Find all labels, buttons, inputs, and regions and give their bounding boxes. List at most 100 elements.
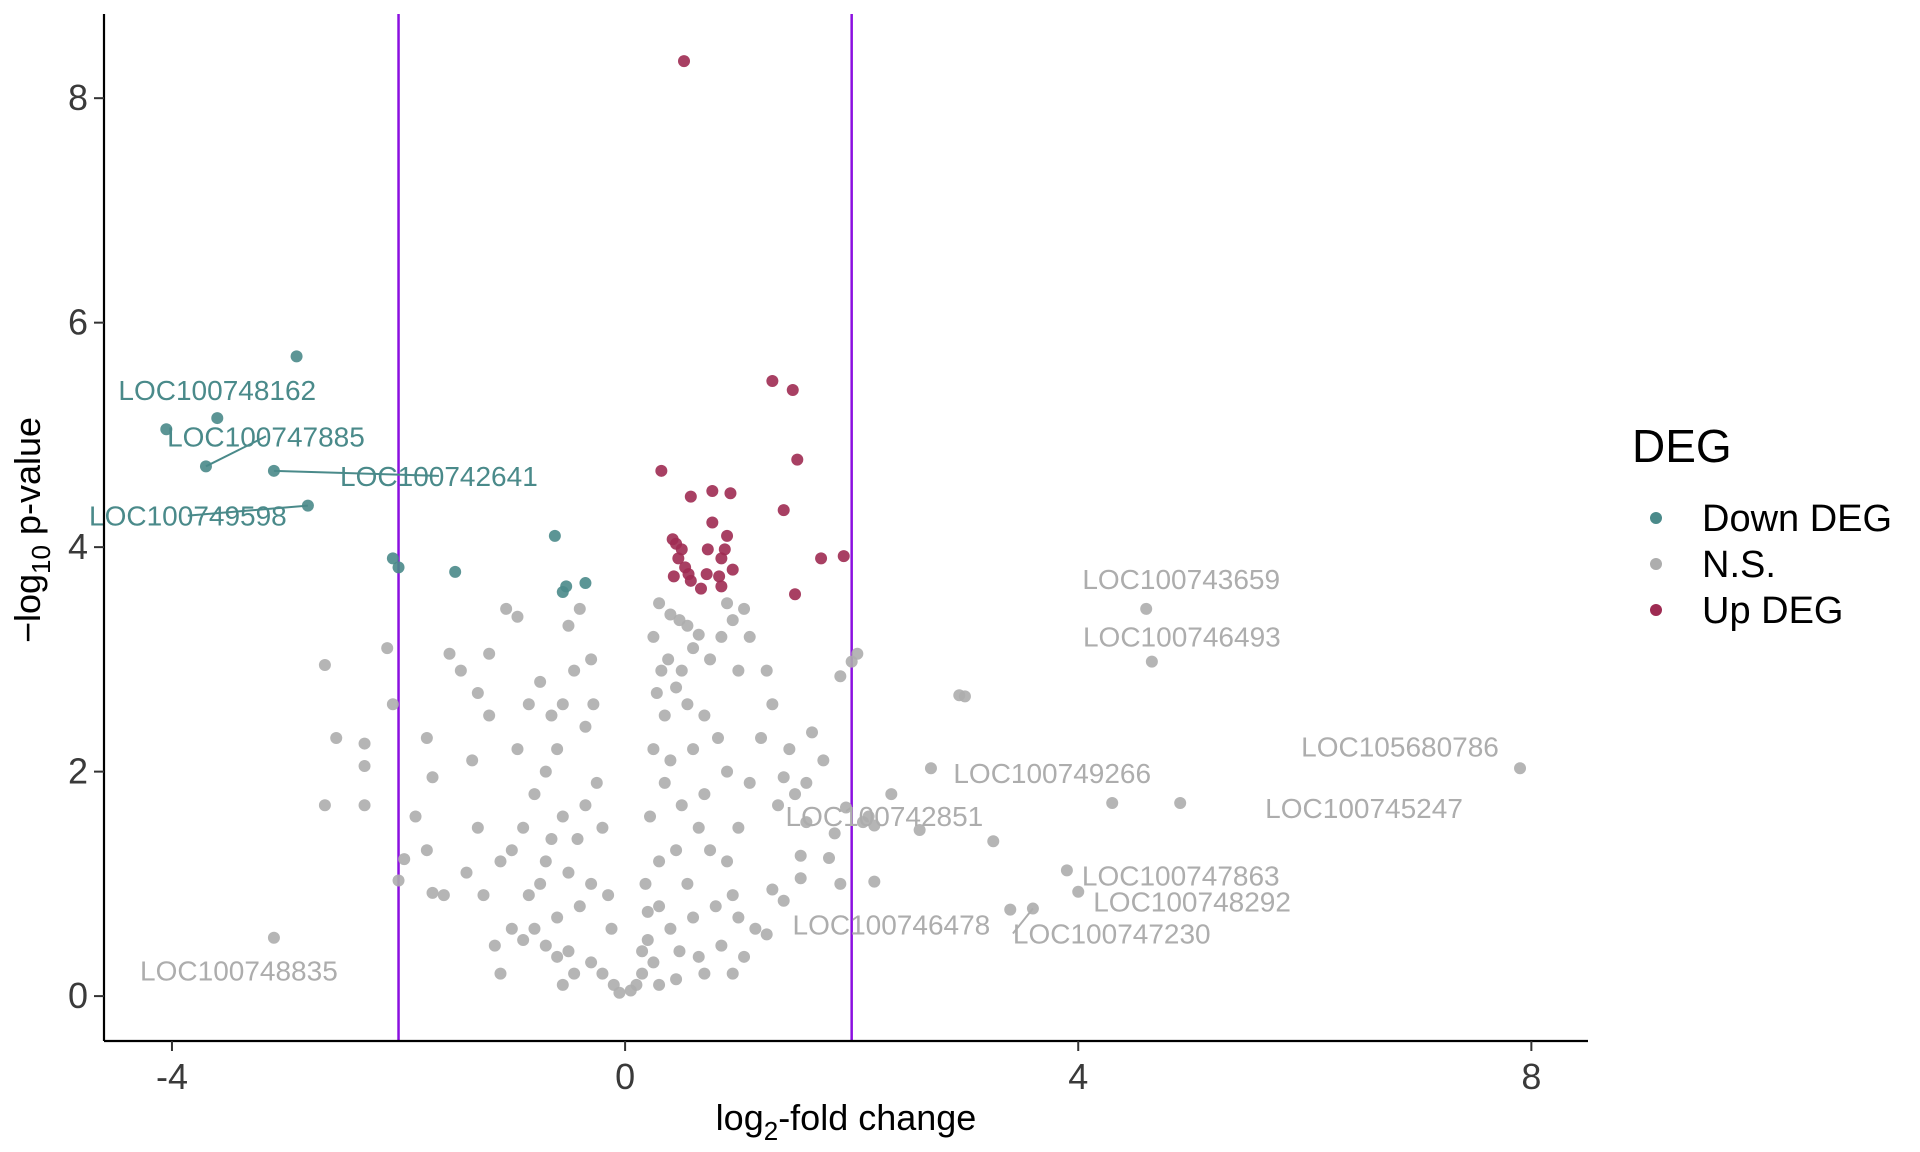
y-tick-label-0: 0 — [68, 975, 88, 1016]
point-n-s-134 — [562, 945, 575, 958]
point-n-s-27 — [358, 737, 371, 750]
point-up-deg-9 — [706, 516, 719, 529]
label-connector-2 — [273, 469, 439, 477]
point-n-s-28 — [358, 760, 371, 773]
point-n-s-127 — [539, 855, 552, 868]
point-n-s-56 — [494, 855, 507, 868]
point-n-s-156 — [511, 743, 524, 756]
point-n-s-71 — [704, 653, 717, 666]
point-n-s-29 — [358, 799, 371, 812]
point-down-deg-9 — [548, 529, 561, 542]
point-n-s-47 — [777, 771, 790, 784]
point-up-deg-24 — [713, 570, 726, 583]
point-n-s-159 — [545, 709, 558, 722]
point-n-s-39 — [420, 731, 433, 744]
point-n-s-107 — [639, 877, 652, 890]
point-n-s-36 — [420, 844, 433, 857]
point-n-s-26 — [330, 731, 343, 744]
point-up-deg-26 — [715, 580, 728, 593]
point-up-deg-17 — [715, 552, 728, 565]
point-n-s-80 — [658, 776, 671, 789]
point-n-s-18 — [856, 816, 869, 829]
point-n-s-62 — [738, 602, 751, 615]
point-n-s-92 — [624, 984, 637, 997]
y-tick-label-1: 2 — [68, 751, 88, 792]
x-tick-label-0: -4 — [156, 1056, 188, 1097]
point-n-s-131 — [551, 911, 564, 924]
y-tick-label-4: 8 — [68, 77, 88, 118]
legend-label-down-deg: Down DEG — [1702, 498, 1892, 540]
point-n-s-174 — [777, 894, 790, 907]
point-n-s-53 — [511, 610, 524, 623]
point-n-s-95 — [726, 889, 739, 902]
point-n-s-4 — [1174, 797, 1187, 810]
point-up-deg-7 — [724, 487, 737, 500]
point-down-deg-8 — [449, 565, 462, 578]
point-n-s-101 — [653, 855, 666, 868]
point-n-s-130 — [573, 900, 586, 913]
point-up-deg-2 — [786, 384, 799, 397]
point-n-s-59 — [743, 630, 756, 643]
point-n-s-81 — [675, 799, 688, 812]
x-tick-label-1: 0 — [615, 1056, 635, 1097]
x-axis-title: log2-fold change — [716, 1097, 977, 1146]
y-tick-label-2: 4 — [68, 526, 88, 567]
point-n-s-111 — [692, 950, 705, 963]
point-n-s-128 — [562, 866, 575, 879]
point-n-s-41 — [817, 754, 830, 767]
point-n-s-65 — [664, 608, 677, 621]
point-n-s-77 — [721, 765, 734, 778]
point-n-s-51 — [738, 950, 751, 963]
point-n-s-63 — [721, 597, 734, 610]
point-down-deg-7 — [392, 561, 405, 574]
point-n-s-177 — [726, 967, 739, 980]
point-up-deg-29 — [837, 550, 850, 563]
point-n-s-124 — [528, 788, 541, 801]
point-n-s-171 — [789, 788, 802, 801]
legend-label-up-deg: Up DEG — [1702, 590, 1843, 632]
point-up-deg-16 — [672, 552, 685, 565]
point-n-s-99 — [698, 788, 711, 801]
point-n-s-93 — [687, 911, 700, 924]
x-tick-label-3: 8 — [1521, 1056, 1541, 1097]
deg-points — [160, 55, 850, 601]
point-up-deg-6 — [706, 485, 719, 498]
point-n-s-49 — [766, 883, 779, 896]
point-n-s-48 — [772, 799, 785, 812]
point-n-s-73 — [670, 681, 683, 694]
point-n-s-45 — [828, 827, 841, 840]
point-n-s-46 — [794, 849, 807, 862]
point-n-s-166 — [647, 630, 660, 643]
point-n-s-86 — [653, 900, 666, 913]
point-up-deg-22 — [684, 574, 697, 587]
point-n-s-114 — [670, 973, 683, 986]
ns-points — [267, 597, 1527, 999]
point-n-s-30 — [318, 799, 331, 812]
point-n-s-132 — [528, 922, 541, 935]
point-n-s-119 — [568, 664, 581, 677]
point-n-s-2 — [1514, 762, 1527, 775]
gene-label-loc100742851: LOC100742851 — [786, 801, 984, 832]
point-n-s-15 — [924, 762, 937, 775]
point-up-deg-12 — [721, 529, 734, 542]
point-n-s-155 — [460, 866, 473, 879]
point-n-s-24 — [868, 875, 881, 888]
point-n-s-70 — [715, 630, 728, 643]
point-n-s-23 — [834, 877, 847, 890]
point-n-s-85 — [681, 877, 694, 890]
point-n-s-145 — [571, 832, 584, 845]
point-n-s-108 — [641, 905, 654, 918]
point-n-s-120 — [556, 698, 569, 711]
point-n-s-139 — [590, 776, 603, 789]
point-up-deg-4 — [655, 464, 668, 477]
label-connector-1 — [205, 435, 267, 468]
point-n-s-20 — [913, 823, 926, 836]
point-n-s-117 — [562, 619, 575, 632]
point-n-s-5 — [1060, 864, 1073, 877]
point-n-s-61 — [726, 614, 739, 627]
point-n-s-8 — [1004, 903, 1017, 916]
point-n-s-162 — [471, 687, 484, 700]
point-n-s-38 — [437, 889, 450, 902]
point-up-deg-28 — [815, 552, 828, 565]
